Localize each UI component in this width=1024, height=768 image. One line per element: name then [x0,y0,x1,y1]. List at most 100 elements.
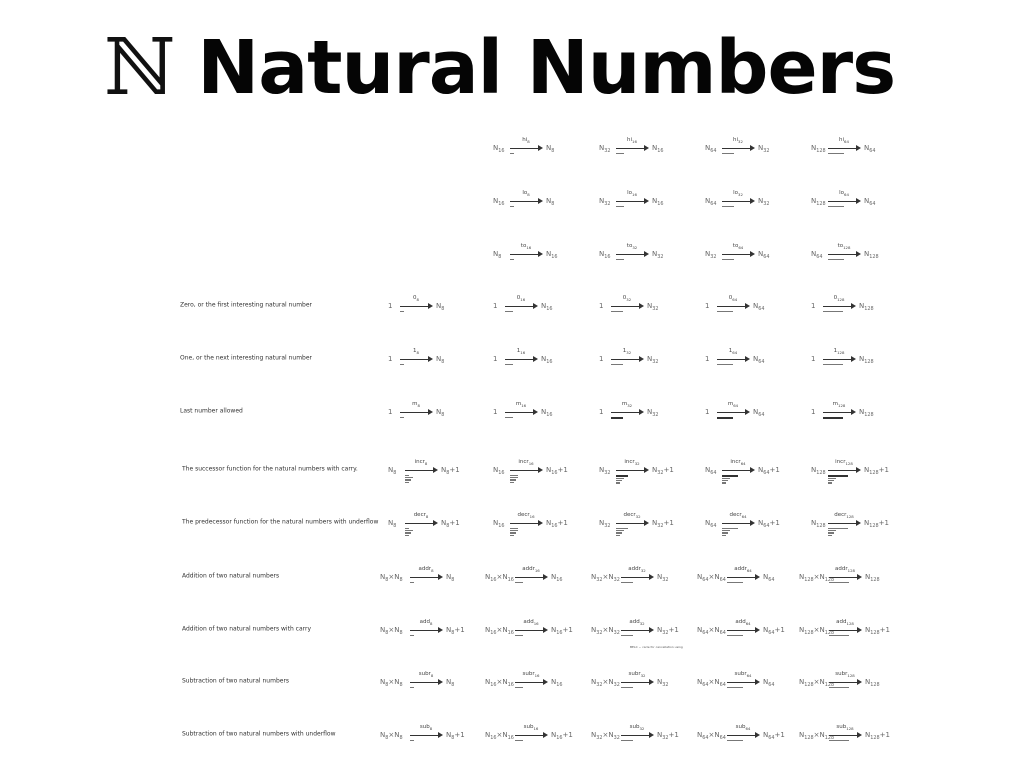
arrow-line [722,469,751,471]
morphism-label: to64 [732,243,744,250]
arrow-head-icon [533,409,538,415]
morphism-label: sub8 [419,724,433,731]
morphism-label: decr32 [623,512,641,519]
arrow-head-icon [857,627,862,633]
arrow-line [828,253,857,255]
codomain-type: N128 [859,355,874,365]
arrow-line [828,522,857,524]
definition-glyph [505,416,513,419]
morphism-1128: 1 1128 N128 [811,348,889,388]
morphism-label: incr128 [835,459,853,466]
arrow-line [828,469,857,471]
arrow-line [722,200,751,202]
morphism-label: to128 [837,243,851,250]
definition-glyph [510,527,518,536]
arrow-head-icon [639,356,644,362]
morphism-label: lo16 [627,190,637,197]
codomain-type: N128+1 [864,519,889,529]
arrow-head-icon [745,303,750,309]
domain-type: N64 [705,466,717,476]
domain-type: N8×N8 [380,731,403,741]
arrow-line [505,305,534,307]
arrow-line [510,253,539,255]
domain-type: N8×N8 [380,626,403,636]
morphism-label: sub32 [629,724,645,731]
arrow-line [505,411,534,413]
domain-type: N64 [705,144,717,154]
morphism-label: decr128 [834,512,854,519]
codomain-type: N8 [546,144,555,154]
codomain-type: N16 [541,408,553,418]
codomain-type: N64+1 [763,731,785,741]
definition-glyph [829,634,849,637]
definition-glyph [717,310,733,313]
arrow-head-icon [857,732,862,738]
domain-type: N32×N32 [591,678,620,688]
codomain-type: N16 [541,355,553,365]
arrow-head-icon [428,409,433,415]
domain-type: 1 [599,302,604,310]
row-label: One, or the next interesting natural num… [180,354,313,362]
footnote: BELC ~ carle for cancellation using [630,645,683,649]
arrow-head-icon [428,303,433,309]
domain-type: N16×N16 [485,573,514,583]
morphism-label: 164 [728,348,738,355]
codomain-type: N32 [758,197,770,207]
morphism-164: 1 164 N64 [705,348,783,388]
morphism-addr32: N32×N32 addr32 N32 [591,566,687,606]
morphism-incr8: N8 incr8 N8+1 [388,459,471,499]
morphism-label: hi32 [733,137,743,144]
morphism-add8: N8×N8 add8 N8+1 [380,619,476,659]
arrow-head-icon [856,520,861,526]
definition-glyph [515,739,523,742]
arrow-head-icon [438,732,443,738]
definition-glyph [717,363,733,366]
definition-glyph [410,634,414,637]
morphism-lo8: N16 lo8 N8 [493,190,576,230]
codomain-type: N8+1 [441,466,460,476]
codomain-type: N32 [657,573,669,583]
domain-type: N128 [811,466,826,476]
arrow-head-icon [438,574,443,580]
morphism-label: subr32 [628,671,646,678]
arrow-line [400,358,429,360]
domain-type: 1 [388,408,393,416]
morphism-subr32: N32×N32 subr32 N32 [591,671,687,711]
arrow-line [717,411,746,413]
morphism-label: addr8 [418,566,434,573]
definition-glyph [410,686,414,689]
arrow-line [727,576,756,578]
codomain-type: N32 [652,250,664,260]
morphism-decr128: N128 decr128 N128+1 [811,512,894,552]
codomain-type: N16+1 [551,626,573,636]
morphism-label: lo64 [839,190,849,197]
morphism-m8: 1 m8 N8 [388,401,466,441]
arrow-line [410,734,439,736]
arrow-line [510,469,539,471]
morphism-label: addr32 [628,566,646,573]
arrow-head-icon [538,251,543,257]
arrow-head-icon [851,409,856,415]
arrow-head-icon [428,356,433,362]
arrow-head-icon [750,520,755,526]
codomain-type: N64 [753,355,765,365]
codomain-type: N8+1 [441,519,460,529]
morphism-decr16: N16 decr16 N16+1 [493,512,576,552]
morphism-label: incr32 [624,459,640,466]
morphism-sub64: N64×N64 sub64 N64+1 [697,724,793,764]
morphism-incr64: N64 incr64 N64+1 [705,459,788,499]
morphism-label: 18 [413,348,419,355]
morphism-08: 1 08 N8 [388,295,466,335]
morphism-to16: N8 to16 N16 [493,243,576,283]
morphism-label: decr8 [413,512,429,519]
arrow-line [828,147,857,149]
arrow-line [515,734,544,736]
morphism-incr16: N16 incr16 N16+1 [493,459,576,499]
domain-type: 1 [493,355,498,363]
domain-type: N32×N32 [591,731,620,741]
arrow-line [828,200,857,202]
arrow-head-icon [644,145,649,151]
morphism-sub32: N32×N32 sub32 N32+1 [591,724,687,764]
morphism-subr16: N16×N16 subr16 N16 [485,671,581,711]
morphism-addr8: N8×N8 addr8 N8 [380,566,476,606]
